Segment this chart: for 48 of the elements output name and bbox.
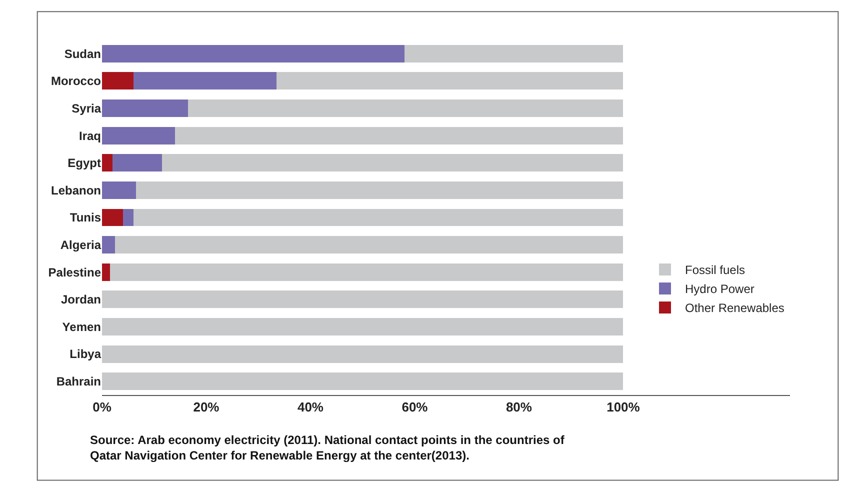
y-tick-label: Palestine: [48, 265, 102, 280]
legend-label: Fossil fuels: [685, 263, 746, 278]
legend-label: Hydro Power: [685, 282, 754, 296]
bar: [102, 263, 110, 281]
bar: [112, 154, 162, 172]
bar: [115, 236, 624, 254]
bar: [276, 72, 624, 90]
bar: [162, 154, 624, 172]
bar: [133, 72, 277, 90]
bar: [102, 100, 188, 118]
bar: [102, 236, 116, 254]
bar: [102, 154, 112, 172]
bar: [102, 372, 624, 390]
bar: [122, 208, 134, 226]
source-note: Source: Arab economy electricity (2011). National contact points in the countries of Qatar Navigation Center for Renewable Energy at the center(2013).: [90, 433, 566, 463]
y-tick-label: Lebanon: [51, 183, 101, 198]
bar: [404, 44, 624, 62]
x-tick-label: 40%: [297, 400, 324, 415]
y-tick-label: Yemen: [62, 320, 101, 334]
bar: [102, 345, 624, 363]
bar: [102, 318, 624, 336]
bar: [102, 290, 624, 308]
y-tick-label: Sudan: [64, 46, 101, 61]
bar: [110, 263, 624, 281]
x-tick-label: 20%: [193, 400, 220, 415]
y-tick-label: Jordan: [60, 292, 101, 307]
y-tick-label: Iraq: [78, 128, 101, 143]
bar: [102, 208, 123, 226]
x-tick-label: 0%: [92, 400, 112, 415]
bar: [136, 181, 624, 199]
bar: [102, 126, 175, 144]
bar: [188, 100, 624, 118]
y-tick-label: Libya: [70, 347, 102, 362]
y-tick-label: Syria: [72, 101, 102, 116]
x-tick-label: 60%: [402, 400, 428, 415]
x-tick-label: 100%: [606, 400, 640, 415]
bar: [174, 126, 624, 144]
y-tick-label: Algeria: [60, 238, 102, 252]
bar: [102, 181, 136, 199]
y-tick-label: Egypt: [68, 156, 101, 170]
y-tick-label: Bahrain: [56, 374, 101, 389]
y-tick-label: Tunis: [70, 210, 102, 225]
x-tick-label: 80%: [506, 400, 532, 415]
bar: [102, 44, 404, 62]
bar: [102, 72, 134, 90]
y-tick-label: Morocco: [50, 74, 101, 88]
bar: [133, 208, 624, 226]
legend-label: Other Renewables: [685, 301, 784, 316]
